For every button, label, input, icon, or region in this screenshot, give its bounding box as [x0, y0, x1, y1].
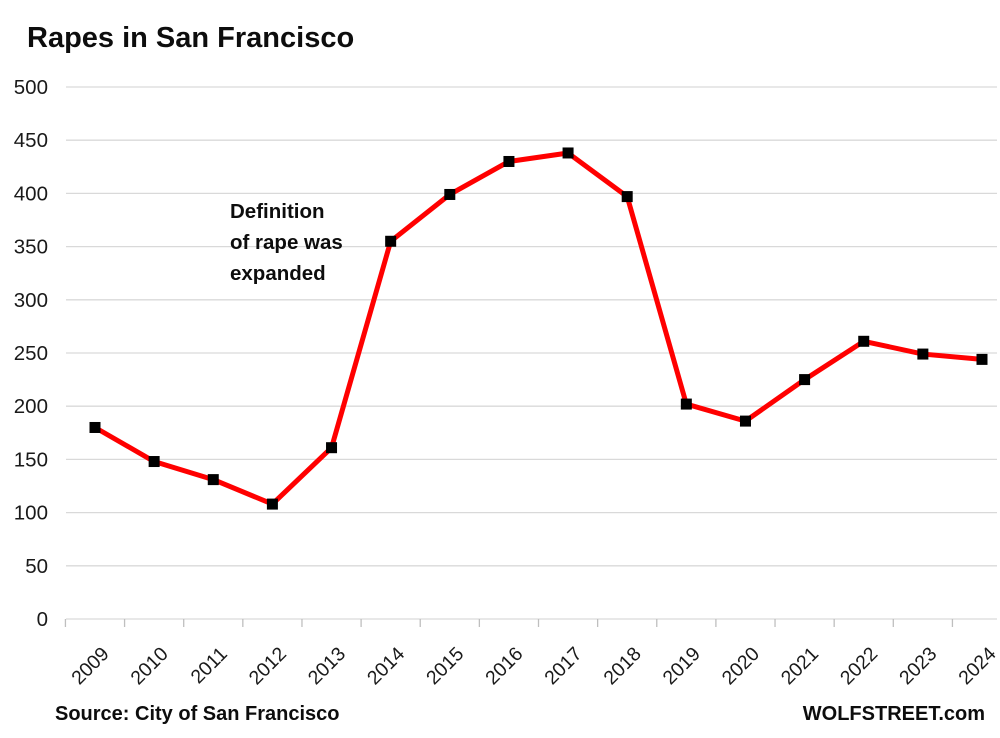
y-axis-label-150: 150	[14, 448, 48, 471]
data-point-2013	[326, 442, 338, 454]
data-point-2016	[503, 155, 515, 167]
x-axis-label-2022: 2022	[836, 643, 882, 689]
x-axis-label-2020: 2020	[718, 643, 764, 689]
data-point-2015	[444, 188, 456, 200]
y-axis-label-200: 200	[14, 395, 48, 418]
data-point-2021	[799, 374, 811, 386]
data-point-2010	[148, 456, 160, 468]
data-point-2012	[266, 498, 278, 510]
x-axis-label-2019: 2019	[659, 643, 705, 689]
y-axis-label-350: 350	[14, 236, 48, 259]
y-axis-label-400: 400	[14, 182, 48, 205]
data-point-2022	[858, 335, 870, 347]
x-axis-label-2016: 2016	[481, 643, 527, 689]
y-axis-label-100: 100	[14, 502, 48, 525]
x-axis-label-2009: 2009	[67, 643, 113, 689]
annotation-line: expanded	[230, 262, 326, 285]
y-axis-label-0: 0	[37, 608, 48, 631]
x-axis-label-2013: 2013	[304, 643, 350, 689]
data-point-2024	[976, 353, 988, 365]
y-axis-label-500: 500	[14, 76, 48, 99]
x-axis-label-2012: 2012	[245, 643, 291, 689]
data-point-2018	[621, 191, 633, 203]
y-axis-label-450: 450	[14, 129, 48, 152]
y-axis-label-300: 300	[14, 289, 48, 312]
data-line-rapes	[92, 150, 985, 507]
x-axis-label-2023: 2023	[895, 643, 941, 689]
annotation-line: Definition	[230, 200, 325, 223]
data-point-2019	[680, 398, 692, 410]
y-axis-label-50: 50	[25, 555, 48, 578]
data-point-2011	[207, 474, 219, 486]
x-axis-label-2017: 2017	[540, 643, 586, 689]
x-axis-label-2011: 2011	[187, 643, 232, 688]
x-axis-label-2010: 2010	[126, 643, 172, 689]
wolfstreet-branding: WOLFSTREET.com	[802, 703, 985, 725]
x-axis-label-2014: 2014	[363, 643, 409, 689]
x-axis-label-2015: 2015	[422, 643, 468, 689]
chart-title: Rapes in San Francisco	[27, 22, 355, 54]
y-axis-label-250: 250	[14, 342, 48, 365]
data-point-2009	[89, 421, 101, 433]
annotation-definition-expanded: Definition of rape was expanded	[230, 196, 343, 289]
data-point-2017	[562, 147, 574, 159]
data-point-2020	[739, 415, 751, 427]
x-axis-label-2024: 2024	[954, 643, 1000, 689]
data-point-2023	[917, 348, 929, 360]
x-axis-label-2018: 2018	[599, 643, 645, 689]
source-credit: Source: City of San Francisco	[55, 703, 340, 725]
data-point-2014	[385, 235, 397, 247]
annotation-line: of rape was	[230, 231, 343, 254]
x-axis-label-2021: 2021	[777, 643, 823, 689]
